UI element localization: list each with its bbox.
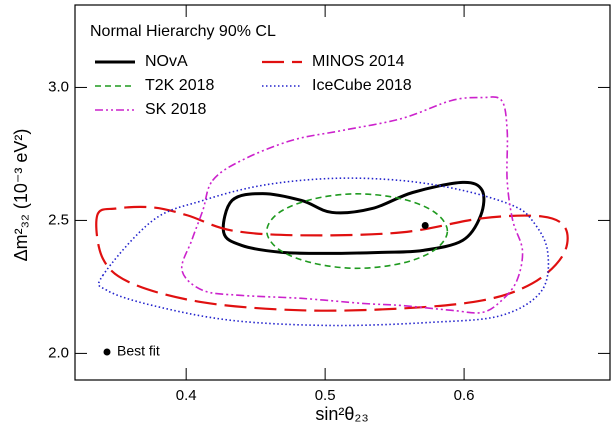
contour (95, 205, 569, 312)
legend-label: Best fit (117, 343, 160, 359)
contour (221, 180, 486, 255)
y-axis-label: Δm²₃₂ (10⁻³ eV²) (11, 129, 31, 262)
y-tick-label: 3.0 (48, 78, 69, 95)
legend-marker (103, 348, 111, 356)
legend-label: T2K 2018 (145, 77, 214, 94)
legend-label: IceCube 2018 (312, 77, 412, 94)
plot-frame (74, 4, 611, 381)
contour (97, 177, 550, 327)
contour (265, 193, 449, 270)
y-tick-label: 2.0 (48, 344, 69, 361)
contour (180, 96, 524, 314)
x-tick-label: 0.5 (315, 387, 336, 404)
best-fit-point (421, 221, 429, 229)
x-axis-label: sin²θ₂₃ (315, 404, 368, 424)
x-tick-label: 0.4 (176, 387, 197, 404)
legend-label: SK 2018 (145, 101, 206, 118)
legend-label: NOvA (145, 53, 188, 70)
legend-title: Normal Hierarchy 90% CL (90, 23, 276, 40)
x-tick-label: 0.6 (454, 387, 475, 404)
y-tick-label: 2.5 (48, 211, 69, 228)
legend-label: MINOS 2014 (312, 53, 405, 70)
